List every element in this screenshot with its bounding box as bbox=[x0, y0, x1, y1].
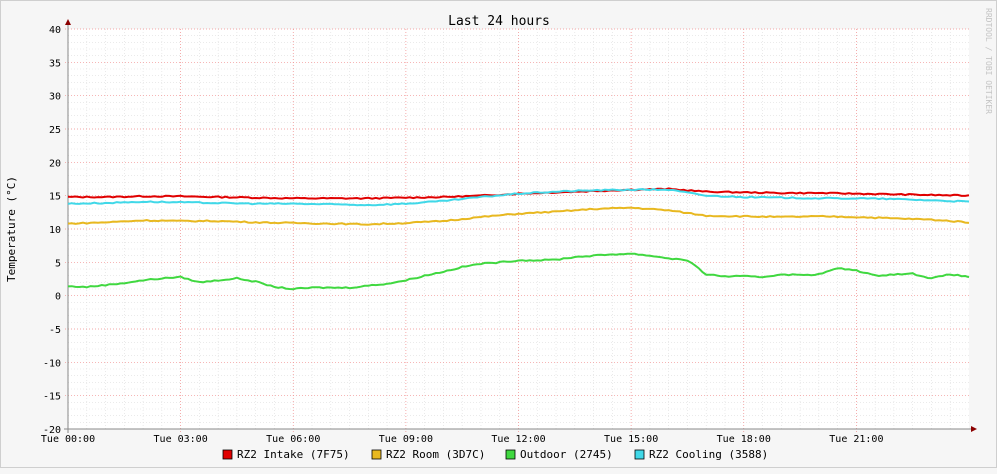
x-tick-label: Tue 21:00 bbox=[829, 434, 883, 445]
x-tick-label: Tue 06:00 bbox=[266, 434, 320, 445]
y-axis-arrow bbox=[65, 19, 71, 25]
series-lines bbox=[67, 187, 970, 291]
y-tick-label: 15 bbox=[49, 192, 61, 203]
legend-label: Outdoor (2745) bbox=[520, 448, 613, 461]
x-tick-label: Tue 00:00 bbox=[41, 434, 95, 445]
x-tick-label: Tue 15:00 bbox=[604, 434, 658, 445]
y-tick-label: 40 bbox=[49, 25, 61, 36]
x-tick-label: Tue 09:00 bbox=[379, 434, 433, 445]
legend: RZ2 Intake (7F75) RZ2 Room (3D7C) Outdoor … bbox=[222, 448, 768, 461]
x-axis-arrow bbox=[971, 426, 977, 432]
series-line bbox=[67, 206, 970, 226]
legend-swatch bbox=[222, 449, 233, 460]
y-tick-label: -15 bbox=[43, 392, 61, 403]
y-tick-label: -5 bbox=[49, 325, 61, 336]
y-tick-label: 5 bbox=[55, 258, 61, 269]
x-tick-label: Tue 18:00 bbox=[717, 434, 771, 445]
legend-swatch bbox=[505, 449, 516, 460]
y-tick-label: 10 bbox=[49, 225, 61, 236]
series-line bbox=[67, 252, 970, 291]
y-tick-label: 25 bbox=[49, 125, 61, 136]
x-tick-label: Tue 03:00 bbox=[154, 434, 208, 445]
series-line bbox=[67, 188, 970, 207]
y-tick-label: 35 bbox=[49, 58, 61, 69]
watermark: RRDTOOL / TOBI OETIKER bbox=[984, 8, 993, 114]
grid bbox=[65, 28, 969, 432]
y-tick-label: -20 bbox=[43, 425, 61, 436]
legend-swatch bbox=[634, 449, 645, 460]
y-tick-label: 30 bbox=[49, 92, 61, 103]
chart-title: Last 24 hours bbox=[448, 14, 550, 29]
legend-label: RZ2 Cooling (3588) bbox=[649, 448, 768, 461]
y-tick-label: 0 bbox=[55, 292, 61, 303]
x-tick-label: Tue 12:00 bbox=[491, 434, 545, 445]
legend-label: RZ2 Intake (7F75) bbox=[237, 448, 350, 461]
y-tick-label: 20 bbox=[49, 158, 61, 169]
y-axis-label: Temperature (°C) bbox=[5, 176, 18, 282]
y-tick-label: -10 bbox=[43, 358, 61, 369]
legend-swatch bbox=[371, 449, 382, 460]
legend-label: RZ2 Room (3D7C) bbox=[386, 448, 485, 461]
